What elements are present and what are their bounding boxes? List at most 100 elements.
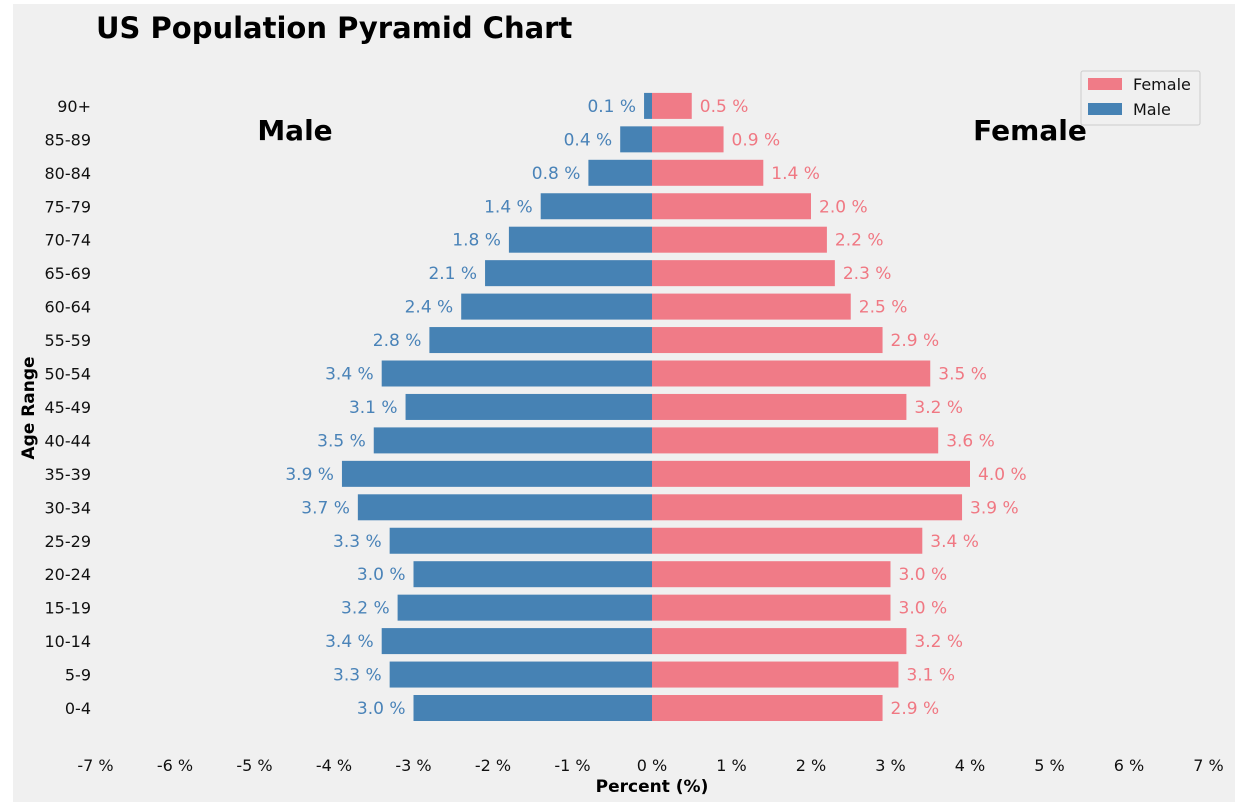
value-label-male: 3.0 % bbox=[357, 565, 406, 585]
side-label-female: Female bbox=[973, 114, 1087, 147]
value-label-female: 2.0 % bbox=[819, 197, 868, 217]
y-tick-label: 40-44 bbox=[45, 431, 92, 450]
x-tick-label: 3 % bbox=[875, 756, 905, 775]
bar-female bbox=[652, 159, 764, 186]
value-label-female: 3.2 % bbox=[914, 398, 963, 418]
value-label-female: 2.9 % bbox=[891, 699, 940, 719]
bar-male bbox=[485, 260, 652, 287]
y-tick-label: 80-84 bbox=[45, 164, 92, 183]
value-label-female: 4.0 % bbox=[978, 465, 1027, 485]
value-label-female: 3.0 % bbox=[899, 599, 948, 619]
value-label-male: 1.8 % bbox=[452, 231, 501, 251]
y-tick-label: 75-79 bbox=[45, 197, 92, 216]
y-tick-label: 10-14 bbox=[45, 632, 92, 651]
bar-female bbox=[652, 695, 883, 721]
bar-male bbox=[381, 360, 652, 387]
x-tick-label: -6 % bbox=[157, 756, 193, 775]
y-tick-label: 85-89 bbox=[45, 130, 92, 149]
value-label-female: 2.5 % bbox=[859, 298, 908, 318]
bar-male bbox=[389, 661, 652, 688]
value-label-male: 0.4 % bbox=[564, 130, 613, 150]
legend-label-male: Male bbox=[1133, 100, 1171, 119]
bar-female bbox=[652, 293, 851, 320]
bar-male bbox=[588, 159, 652, 186]
x-tick-label: -4 % bbox=[316, 756, 352, 775]
value-label-male: 3.4 % bbox=[325, 365, 374, 385]
bar-female bbox=[652, 594, 891, 621]
legend: Female Male bbox=[1080, 70, 1201, 126]
bar-male bbox=[381, 628, 652, 655]
bar-female bbox=[652, 460, 970, 487]
bar-female bbox=[652, 527, 923, 554]
value-label-male: 2.1 % bbox=[428, 264, 477, 284]
bar-male bbox=[357, 494, 652, 521]
y-tick-label: 50-54 bbox=[45, 365, 92, 384]
value-label-female: 3.1 % bbox=[906, 666, 955, 686]
value-label-female: 2.2 % bbox=[835, 231, 884, 251]
y-tick-label: 60-64 bbox=[45, 298, 92, 317]
legend-label-female: Female bbox=[1133, 75, 1191, 94]
value-label-female: 3.5 % bbox=[938, 365, 987, 385]
x-tick-label: -5 % bbox=[236, 756, 272, 775]
legend-swatch-male bbox=[1088, 103, 1122, 115]
y-tick-label: 55-59 bbox=[45, 331, 92, 350]
chart-title: US Population Pyramid Chart bbox=[96, 11, 572, 45]
x-tick-label: -7 % bbox=[77, 756, 113, 775]
bar-male bbox=[413, 561, 652, 588]
value-label-female: 2.9 % bbox=[891, 331, 940, 351]
bars-group bbox=[341, 92, 970, 721]
bar-female bbox=[652, 393, 907, 420]
value-label-female: 1.4 % bbox=[771, 164, 820, 184]
bar-male bbox=[508, 226, 652, 253]
bar-male bbox=[540, 193, 652, 220]
x-tick-label: -2 % bbox=[475, 756, 511, 775]
y-tick-label: 15-19 bbox=[45, 599, 92, 618]
x-tick-label: 2 % bbox=[796, 756, 826, 775]
value-label-male: 2.4 % bbox=[405, 298, 454, 318]
y-tick-label: 5-9 bbox=[65, 666, 91, 685]
bar-female bbox=[652, 661, 899, 688]
side-label-male: Male bbox=[257, 114, 332, 147]
x-tick-label: 1 % bbox=[716, 756, 746, 775]
legend-swatch-female bbox=[1088, 78, 1122, 90]
y-tick-labels: 0-4 5-9 10-14 15-19 20-24 25-29 30-34 35-39 40-4… bbox=[45, 97, 92, 718]
y-tick-label: 90+ bbox=[57, 97, 91, 116]
bar-female bbox=[652, 126, 724, 153]
value-label-female: 3.4 % bbox=[930, 532, 979, 552]
value-label-male: 3.3 % bbox=[333, 532, 382, 552]
bar-female bbox=[652, 92, 692, 119]
y-axis-title: Age Range bbox=[19, 356, 39, 459]
bar-female bbox=[652, 628, 907, 655]
x-tick-label: -3 % bbox=[395, 756, 431, 775]
value-label-female: 3.2 % bbox=[914, 632, 963, 652]
value-label-male: 3.0 % bbox=[357, 699, 406, 719]
value-label-male: 3.3 % bbox=[333, 666, 382, 686]
bar-male bbox=[373, 427, 652, 454]
x-tick-label: 7 % bbox=[1193, 756, 1223, 775]
value-label-male: 0.1 % bbox=[587, 97, 636, 117]
bar-male bbox=[644, 92, 652, 119]
bar-female bbox=[652, 561, 891, 588]
value-label-male: 1.4 % bbox=[484, 197, 533, 217]
value-label-female: 3.0 % bbox=[899, 565, 948, 585]
y-tick-label: 65-69 bbox=[45, 264, 92, 283]
bar-female bbox=[652, 193, 811, 220]
y-tick-label: 25-29 bbox=[45, 532, 92, 551]
value-labels-group: 2.9 % 3.0 % 3.1 % 3.3 % 3.2 % 3.4 % 3.0 % 3.2 %… bbox=[285, 97, 1026, 719]
bar-female bbox=[652, 226, 827, 253]
y-tick-label: 70-74 bbox=[45, 231, 92, 250]
value-label-female: 3.9 % bbox=[970, 498, 1019, 518]
y-tick-label: 35-39 bbox=[45, 465, 92, 484]
y-tick-label: 20-24 bbox=[45, 565, 92, 584]
value-label-male: 3.4 % bbox=[325, 632, 374, 652]
x-tick-label: 4 % bbox=[955, 756, 985, 775]
value-label-female: 0.9 % bbox=[732, 130, 781, 150]
value-label-male: 3.7 % bbox=[301, 498, 350, 518]
bar-male bbox=[429, 327, 652, 354]
value-label-female: 3.6 % bbox=[946, 431, 995, 451]
value-label-male: 3.9 % bbox=[285, 465, 334, 485]
x-tick-labels: -7 % -6 % -5 % -4 % -3 % -2 % -1 % 0 % 1 % 2 % 3 %… bbox=[77, 756, 1223, 775]
value-label-male: 3.1 % bbox=[349, 398, 398, 418]
bar-male bbox=[461, 293, 652, 320]
y-tick-label: 30-34 bbox=[45, 498, 92, 517]
